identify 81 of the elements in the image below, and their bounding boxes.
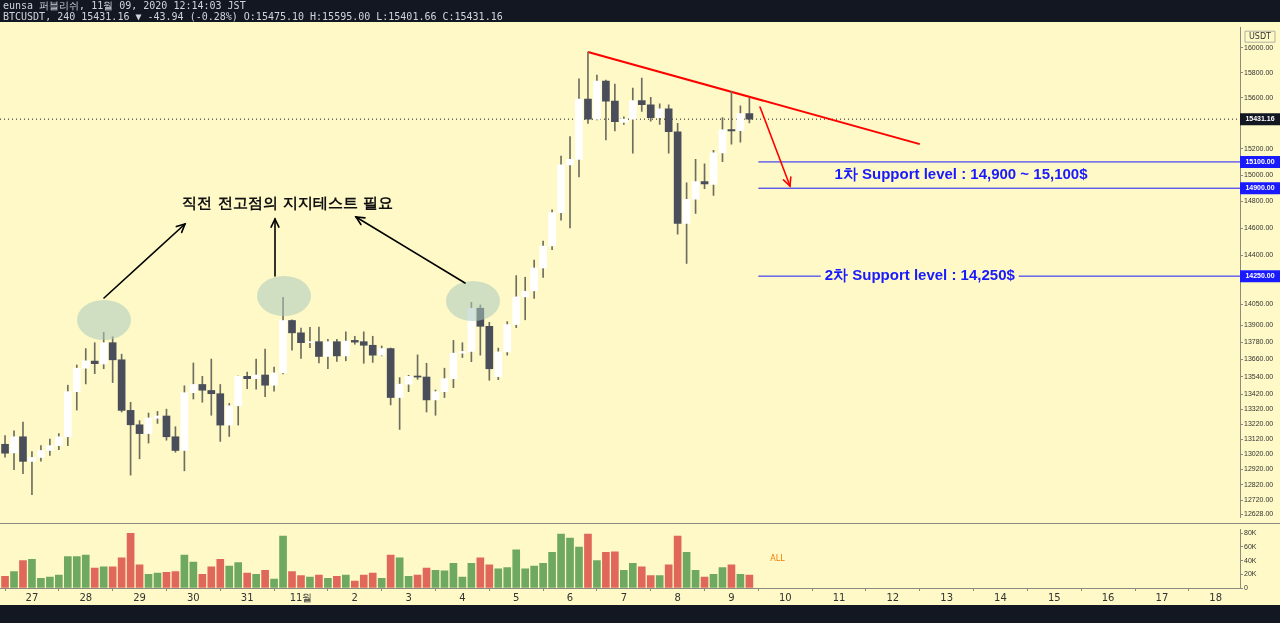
bar: [709, 574, 718, 588]
bar: [458, 576, 467, 588]
bar: [10, 571, 18, 588]
candlestick: [261, 348, 269, 397]
bar: [431, 569, 440, 588]
bar: [386, 554, 395, 588]
bar: [440, 570, 449, 588]
bar: [117, 557, 126, 588]
x-tick-label: 10: [778, 591, 792, 603]
bar: [342, 574, 350, 588]
bar: [108, 566, 117, 588]
bar: [243, 572, 252, 588]
bar: [467, 563, 476, 588]
x-tick-label: 9: [728, 591, 735, 603]
bar: [19, 560, 27, 588]
x-tick-label: 18: [1209, 591, 1223, 603]
candlestick: [252, 358, 260, 390]
x-tick-label: 17: [1155, 591, 1169, 603]
annotation: 직전 전고점의 지지테스트 필요: [182, 193, 394, 212]
x-tick-label: 27: [25, 591, 39, 603]
bar: [745, 574, 754, 588]
candlestick: [306, 327, 314, 348]
bar: [306, 576, 314, 588]
bar: [593, 560, 601, 588]
bar: [99, 566, 108, 588]
x-tick-label: 13: [940, 591, 954, 603]
bar: [655, 575, 664, 588]
x-tick-label: 31: [240, 591, 254, 603]
x-tick-label: 8: [674, 591, 681, 603]
x-tick-label: 2: [351, 591, 358, 603]
bar: [315, 574, 323, 588]
x-tick-label: 30: [187, 591, 200, 603]
bar: [189, 561, 198, 588]
bar: [90, 567, 99, 588]
bar: [395, 557, 404, 588]
y-axis-title: USDT: [1249, 32, 1272, 42]
bar: [180, 554, 189, 588]
x-tick-label: 4: [459, 591, 466, 603]
bar: [333, 576, 341, 588]
x-tick-label: 12: [886, 591, 900, 603]
bar: [727, 564, 736, 588]
annotation: ALL: [770, 553, 786, 563]
bar: [162, 571, 171, 588]
chart-title: eunsa 퍼블리쉬, 11월 09, 2020 12:14:03 JST: [3, 0, 247, 11]
bar: [736, 574, 745, 588]
bar: [449, 563, 458, 588]
bar: [584, 533, 592, 588]
bar: [171, 571, 180, 588]
candlestick: [521, 276, 530, 321]
bar: [324, 578, 332, 588]
bar: [404, 576, 413, 588]
x-tick-label: 11: [832, 591, 846, 603]
bar: [718, 567, 727, 588]
annotation: 1차 Support level : 14,900 ~ 15,100$: [834, 164, 1089, 182]
bar: [682, 552, 691, 588]
bar: [126, 532, 135, 588]
annotation: 2차 Support level : 14,250$: [824, 266, 1016, 284]
bar: [700, 576, 709, 588]
bar: [135, 564, 144, 588]
candlestick: [90, 342, 99, 375]
bar: [261, 569, 269, 588]
bar: [691, 569, 700, 588]
x-tick-label: 6: [566, 591, 574, 603]
x-tick-label: 16: [1101, 591, 1115, 603]
x-tick-label: 28: [79, 591, 93, 603]
candlestick: [243, 371, 252, 390]
bar: [422, 567, 431, 588]
chart-subtitle: BTCUSDT, 240 15431.16 ▼ -43.94 (-0.28%) O:15475.10 H:15595.00 L:15401.66 C:15431.16: [3, 11, 504, 22]
bar: [413, 574, 422, 588]
bar: [377, 578, 386, 588]
x-tick-label: 29: [133, 591, 146, 603]
bar: [144, 574, 153, 588]
bar: [153, 572, 162, 588]
x-tick-label: 7: [620, 591, 628, 603]
bar: [252, 574, 260, 588]
x-tick-label: 3: [405, 591, 412, 603]
x-tick-label: 15: [1047, 591, 1061, 603]
x-tick-label: 14: [994, 591, 1007, 603]
x-tick-label: 5: [513, 591, 520, 603]
bar: [1, 576, 9, 588]
x-tick-label: 11월: [289, 591, 313, 603]
